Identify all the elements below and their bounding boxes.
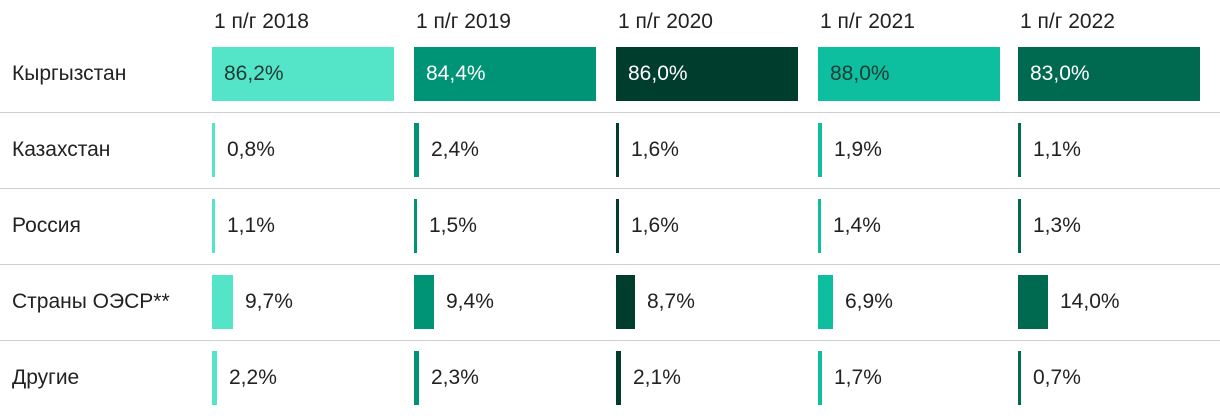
column-header: 1 п/г 2019 bbox=[416, 10, 511, 33]
data-label: 2,2% bbox=[229, 366, 277, 389]
bar bbox=[1018, 275, 1048, 329]
bar bbox=[212, 275, 233, 329]
bar bbox=[616, 199, 619, 253]
bar bbox=[212, 351, 217, 405]
bar bbox=[414, 351, 419, 405]
bar bbox=[212, 47, 394, 101]
data-label: 83,0% bbox=[1030, 62, 1090, 85]
data-label: 2,3% bbox=[431, 366, 479, 389]
data-label: 6,9% bbox=[845, 290, 893, 313]
bar bbox=[212, 123, 215, 177]
row-separator bbox=[0, 340, 1220, 341]
bar bbox=[818, 351, 822, 405]
bar bbox=[414, 199, 417, 253]
row-label: Страны ОЭСР** bbox=[12, 290, 170, 313]
data-label: 1,1% bbox=[1033, 138, 1081, 161]
data-label: 14,0% bbox=[1060, 290, 1120, 313]
data-label: 0,7% bbox=[1033, 366, 1081, 389]
bar bbox=[616, 275, 635, 329]
bar bbox=[414, 123, 419, 177]
row-label: Другие bbox=[12, 366, 80, 389]
data-label: 2,4% bbox=[431, 138, 479, 161]
data-label: 1,6% bbox=[631, 138, 679, 161]
bar bbox=[616, 123, 619, 177]
row-separator bbox=[0, 112, 1220, 113]
data-label: 86,0% bbox=[628, 62, 688, 85]
row-label: Кыргызстан bbox=[12, 62, 127, 85]
bar bbox=[414, 275, 434, 329]
bar bbox=[1018, 123, 1021, 177]
data-label: 1,9% bbox=[834, 138, 882, 161]
data-label: 1,3% bbox=[1033, 214, 1081, 237]
data-label: 8,7% bbox=[647, 290, 695, 313]
data-label: 86,2% bbox=[224, 62, 284, 85]
column-header: 1 п/г 2020 bbox=[618, 10, 713, 33]
data-label: 1,6% bbox=[631, 214, 679, 237]
row-label: Казахстан bbox=[12, 138, 111, 161]
data-label: 1,7% bbox=[834, 366, 882, 389]
column-header: 1 п/г 2021 bbox=[820, 10, 915, 33]
bar bbox=[818, 199, 821, 253]
row-label: Россия bbox=[12, 214, 81, 237]
data-label: 1,5% bbox=[429, 214, 477, 237]
row-separator bbox=[0, 188, 1220, 189]
bar bbox=[818, 123, 822, 177]
data-label: 2,1% bbox=[633, 366, 681, 389]
bar bbox=[818, 275, 833, 329]
column-header: 1 п/г 2022 bbox=[1020, 10, 1115, 33]
bar bbox=[212, 199, 215, 253]
bar bbox=[1018, 351, 1021, 405]
data-label: 1,4% bbox=[833, 214, 881, 237]
bar bbox=[616, 47, 798, 101]
bar bbox=[1018, 47, 1200, 101]
bar bbox=[1018, 199, 1021, 253]
bar bbox=[414, 47, 596, 101]
data-label: 88,0% bbox=[830, 62, 890, 85]
data-label: 0,8% bbox=[227, 138, 275, 161]
data-label: 84,4% bbox=[426, 62, 486, 85]
bar bbox=[818, 47, 1000, 101]
bar bbox=[616, 351, 621, 405]
row-separator bbox=[0, 264, 1220, 265]
data-label: 9,7% bbox=[245, 290, 293, 313]
data-label: 1,1% bbox=[227, 214, 275, 237]
column-header: 1 п/г 2018 bbox=[214, 10, 309, 33]
data-label: 9,4% bbox=[446, 290, 494, 313]
